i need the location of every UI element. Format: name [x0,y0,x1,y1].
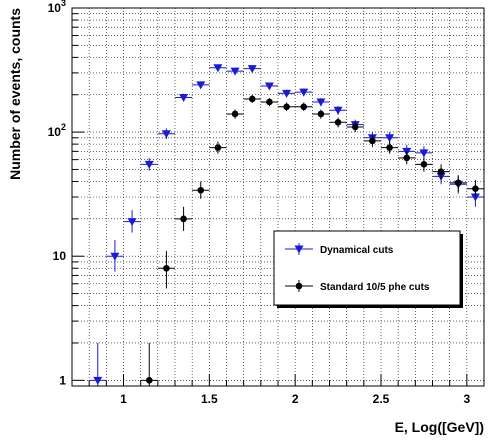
plot-frame [71,7,485,387]
dynamical-point [282,89,292,98]
standard-point [472,185,479,192]
dynamical-point [419,149,429,158]
dynamical-point [127,218,137,227]
standard-point [386,144,393,151]
dynamical-point [470,193,480,202]
y-tick-label: 102 [48,122,66,139]
x-tick-label: 2 [292,392,299,406]
dynamical-point [213,64,223,73]
legend-shadow-right [460,234,463,308]
y-tick-label: 10 [53,249,67,263]
x-tick-label: 1 [120,392,127,406]
grid [72,7,484,386]
dynamical-point [93,376,103,385]
standard-point [145,377,153,384]
x-tick-label: 1.5 [201,392,218,406]
legend: Dynamical cuts Standard 10/5 phe cuts [273,230,463,308]
standard-point [214,144,222,151]
dynamical-point [179,94,189,103]
legend-dynamical-marker [294,245,304,254]
dynamical-point [230,67,240,76]
plot-marks [89,64,484,386]
standard-point [334,118,342,126]
standard-point [300,103,308,111]
standard-point [420,161,428,168]
standard-point [283,103,290,111]
standard-point [351,123,359,131]
standard-point [180,215,187,223]
y-axis-title: Number of events, counts [7,8,23,180]
dynamical-point [333,106,343,115]
standard-point [231,110,239,118]
legend-dynamical-label: Dynamical cuts [320,245,394,256]
standard-point [317,110,325,118]
y-tick-label: 103 [48,0,66,15]
dynamical-point [264,82,274,91]
y-tick-label: 1 [59,373,66,387]
legend-box [273,230,461,306]
dynamical-point [385,134,395,143]
legend-standard-marker [295,282,303,290]
dynamical-point [196,81,206,90]
legend-standard-label: Standard 10/5 phe cuts [320,282,430,293]
axes: 1 1.5 2 2.5 3 1 10 102 103 [48,0,485,406]
dynamical-point [247,65,257,74]
dynamical-point [161,130,171,139]
x-tick-label: 3 [463,392,470,406]
legend-shadow-bottom [277,305,463,308]
standard-point [454,179,462,187]
dynamical-point [316,98,326,107]
x-tick-label: 2.5 [373,392,390,406]
standard-point [437,168,445,175]
standard-point [266,98,273,106]
dynamical-point [299,88,309,97]
standard-point [403,154,411,162]
standard-point [197,186,205,194]
standard-point [248,95,256,103]
dynamical-point [144,160,154,169]
dynamical-point [110,252,120,261]
x-axis-title: E, Log([GeV]) [395,419,484,435]
standard-point [163,264,170,272]
standard-point [369,137,376,145]
